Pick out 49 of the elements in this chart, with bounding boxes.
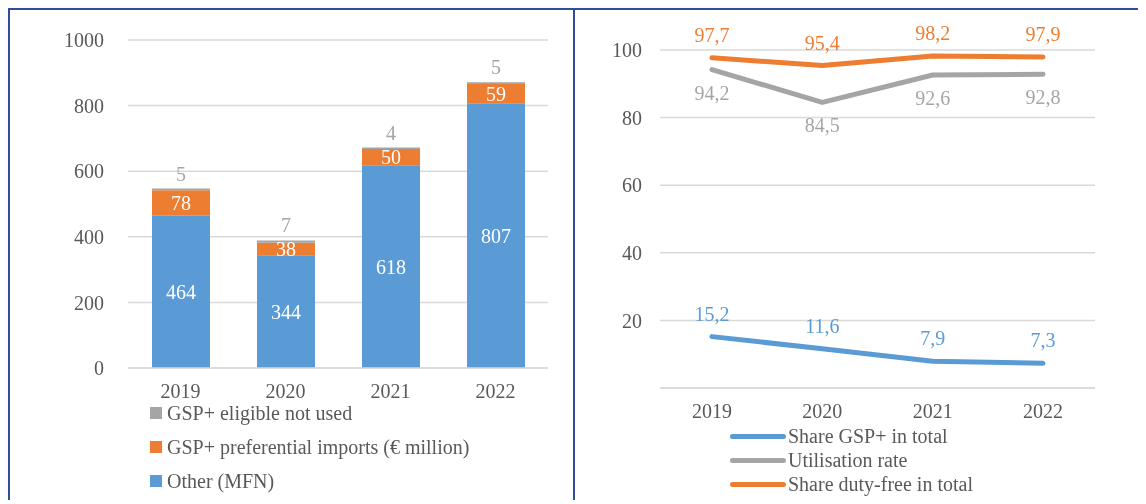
- data-label: 94,2: [694, 81, 730, 104]
- x-tick-label: 2021: [370, 380, 411, 403]
- data-label: 92,8: [1025, 86, 1061, 109]
- legend-label: Share GSP+ in total: [788, 424, 948, 448]
- x-tick-label: 2022: [475, 380, 516, 403]
- data-label: 95,4: [804, 31, 840, 54]
- data-label: 618: [376, 255, 406, 278]
- data-label: 807: [481, 224, 511, 247]
- x-tick-label: 2019: [160, 380, 201, 403]
- data-label: 5: [491, 56, 501, 79]
- legend-label: GSP+ eligible not used: [167, 401, 353, 425]
- y-tick-label: 1000: [64, 29, 104, 52]
- data-label: 4: [386, 121, 396, 144]
- y-tick-label: 400: [74, 225, 104, 248]
- data-label: 15,2: [694, 302, 730, 325]
- data-label: 464: [166, 281, 196, 303]
- x-tick-label: 2021: [912, 400, 953, 423]
- data-label: 98,2: [915, 22, 951, 45]
- data-label: 5: [176, 162, 186, 185]
- data-label: 78: [171, 192, 191, 215]
- x-tick-label: 2020: [265, 380, 306, 403]
- data-label: 344: [271, 300, 301, 323]
- y-tick-label: 800: [74, 94, 104, 117]
- legend-label: Share duty-free in total: [788, 472, 973, 496]
- data-label: 7,9: [920, 327, 946, 350]
- y-tick-label: 20: [622, 309, 642, 332]
- legend-label: Other (MFN): [167, 469, 275, 493]
- y-tick-label: 40: [622, 241, 642, 264]
- data-label: 11,6: [805, 314, 840, 337]
- data-label: 84,5: [804, 114, 840, 137]
- data-label: 59: [486, 82, 506, 105]
- data-label: 97,7: [694, 23, 730, 46]
- x-tick-label: 2020: [802, 400, 843, 423]
- y-tick-label: 600: [74, 160, 104, 183]
- y-tick-label: 100: [612, 39, 642, 62]
- data-label: 38: [276, 238, 296, 261]
- legend-label: Utilisation rate: [788, 448, 908, 472]
- data-label: 7: [281, 214, 291, 237]
- data-label: 50: [381, 146, 401, 169]
- y-tick-label: 80: [622, 106, 642, 129]
- y-tick-label: 0: [94, 357, 104, 380]
- data-label: 97,9: [1025, 23, 1061, 46]
- x-tick-label: 2022: [1023, 400, 1063, 423]
- y-tick-label: 200: [74, 291, 104, 314]
- data-label: 7,3: [1030, 329, 1056, 352]
- x-tick-label: 2019: [692, 400, 732, 423]
- data-label: 92,6: [915, 87, 951, 110]
- legend-label: GSP+ preferential imports (€ million): [167, 435, 470, 459]
- y-tick-label: 60: [622, 174, 642, 197]
